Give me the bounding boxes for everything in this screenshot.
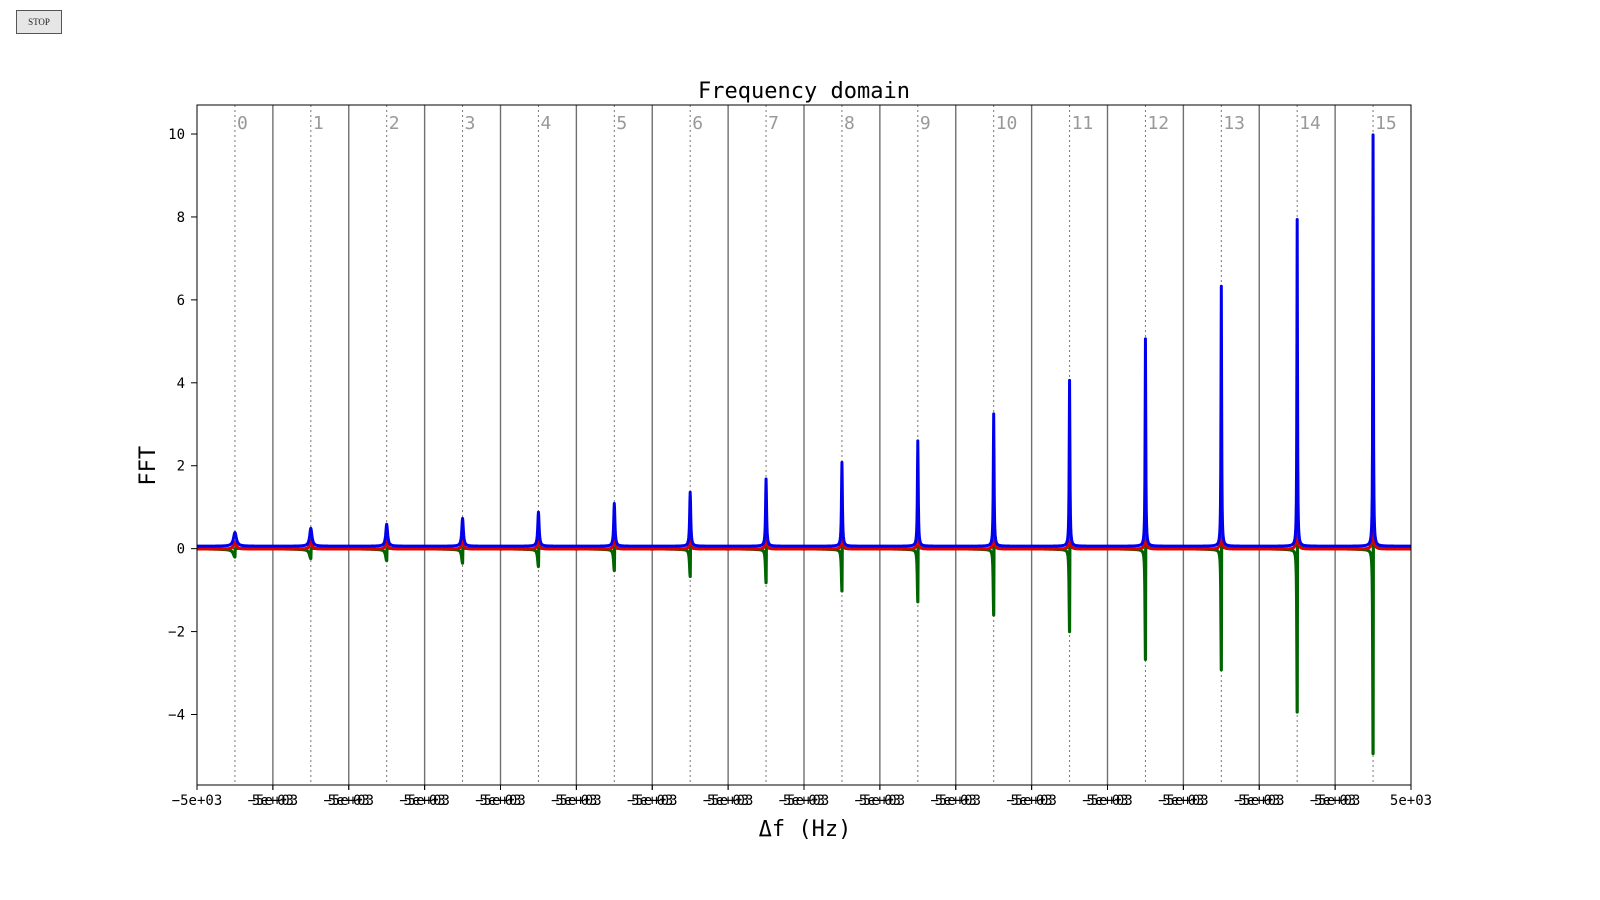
x-tick-label: −5e+03: [172, 793, 223, 809]
x-tick-label: −5e+03: [475, 793, 526, 809]
segment-label: 3: [465, 113, 476, 134]
x-tick-label: 5e+03: [328, 793, 370, 809]
series-blue-line: [195, 133, 1413, 548]
x-tick-label: −5e+03: [323, 793, 374, 809]
segment-label: 12: [1147, 113, 1169, 134]
segment-label: 9: [920, 113, 931, 134]
segment-label: 14: [1299, 113, 1321, 134]
segment-label: 15: [1375, 113, 1397, 134]
x-tick-label: −5e+03: [248, 793, 299, 809]
y-tick-label: −4: [168, 708, 185, 724]
x-tick-label: −5e+03: [399, 793, 450, 809]
x-tick-label: −5e+03: [1006, 793, 1057, 809]
x-tick-label: 5e+03: [783, 793, 825, 809]
x-tick-label: 5e+03: [935, 793, 977, 809]
x-tick-label: −5e+03: [1082, 793, 1133, 809]
chart-title: Frequency domain: [698, 79, 910, 104]
y-tick-label: 10: [168, 127, 185, 143]
series-layer: [195, 133, 1413, 756]
x-tick-label: 5e+03: [404, 793, 446, 809]
segment-label: 5: [616, 113, 627, 134]
stop-button[interactable]: STOP: [16, 10, 62, 34]
segment-label: 6: [692, 113, 703, 134]
x-axis-label: Δf (Hz): [759, 817, 852, 842]
segment-label: 8: [844, 113, 855, 134]
segment-label: 13: [1223, 113, 1245, 134]
y-tick-label: 4: [177, 376, 185, 392]
segment-label: 0: [237, 113, 248, 134]
x-tick-label: 5e+03: [631, 793, 673, 809]
y-tick-label: −2: [168, 625, 185, 641]
series-red-line: [195, 348, 1413, 551]
y-tick-label: 8: [177, 210, 185, 226]
x-tick-label: 5e+03: [1238, 793, 1280, 809]
segments-layer: 0 1 2 3 4 5 6 7 8 9 10 11 12 13 14 15: [197, 105, 1411, 785]
x-tick-label: 5e+03: [555, 793, 597, 809]
segment-label: 1: [313, 113, 324, 134]
y-axis-label: FFT: [136, 446, 161, 486]
x-tick-label: −5e+03: [779, 793, 830, 809]
x-tick-label: −5e+03: [1310, 793, 1361, 809]
x-tick-label: −5e+03: [551, 793, 602, 809]
x-tick-label: −5e+03: [627, 793, 678, 809]
x-tick-label: −5e+03: [1234, 793, 1285, 809]
x-tick-label: 5e+03: [1390, 793, 1432, 809]
x-tick-label: 5e+03: [707, 793, 749, 809]
segment-label: 4: [540, 113, 551, 134]
segment-label: 2: [389, 113, 400, 134]
x-tick-label: −5e+03: [855, 793, 906, 809]
x-tick-label: 5e+03: [1162, 793, 1204, 809]
x-tick-label: 5e+03: [1314, 793, 1356, 809]
x-tick-label: 5e+03: [1011, 793, 1053, 809]
x-tick-label: 5e+03: [859, 793, 901, 809]
x-tick-label: −5e+03: [703, 793, 754, 809]
segment-label: 7: [768, 113, 779, 134]
x-tick-label: 5e+03: [479, 793, 521, 809]
segment-label: 10: [996, 113, 1018, 134]
segment-label: 11: [1072, 113, 1094, 134]
y-tick-label: 6: [177, 293, 185, 309]
y-tick-label: 0: [177, 542, 185, 558]
y-tick-label: 2: [177, 459, 185, 475]
x-tick-label: 5e+03: [252, 793, 294, 809]
x-tick-label: −5e+03: [930, 793, 981, 809]
x-tick-label: −5e+03: [1158, 793, 1209, 809]
x-tick-label: 5e+03: [1086, 793, 1128, 809]
